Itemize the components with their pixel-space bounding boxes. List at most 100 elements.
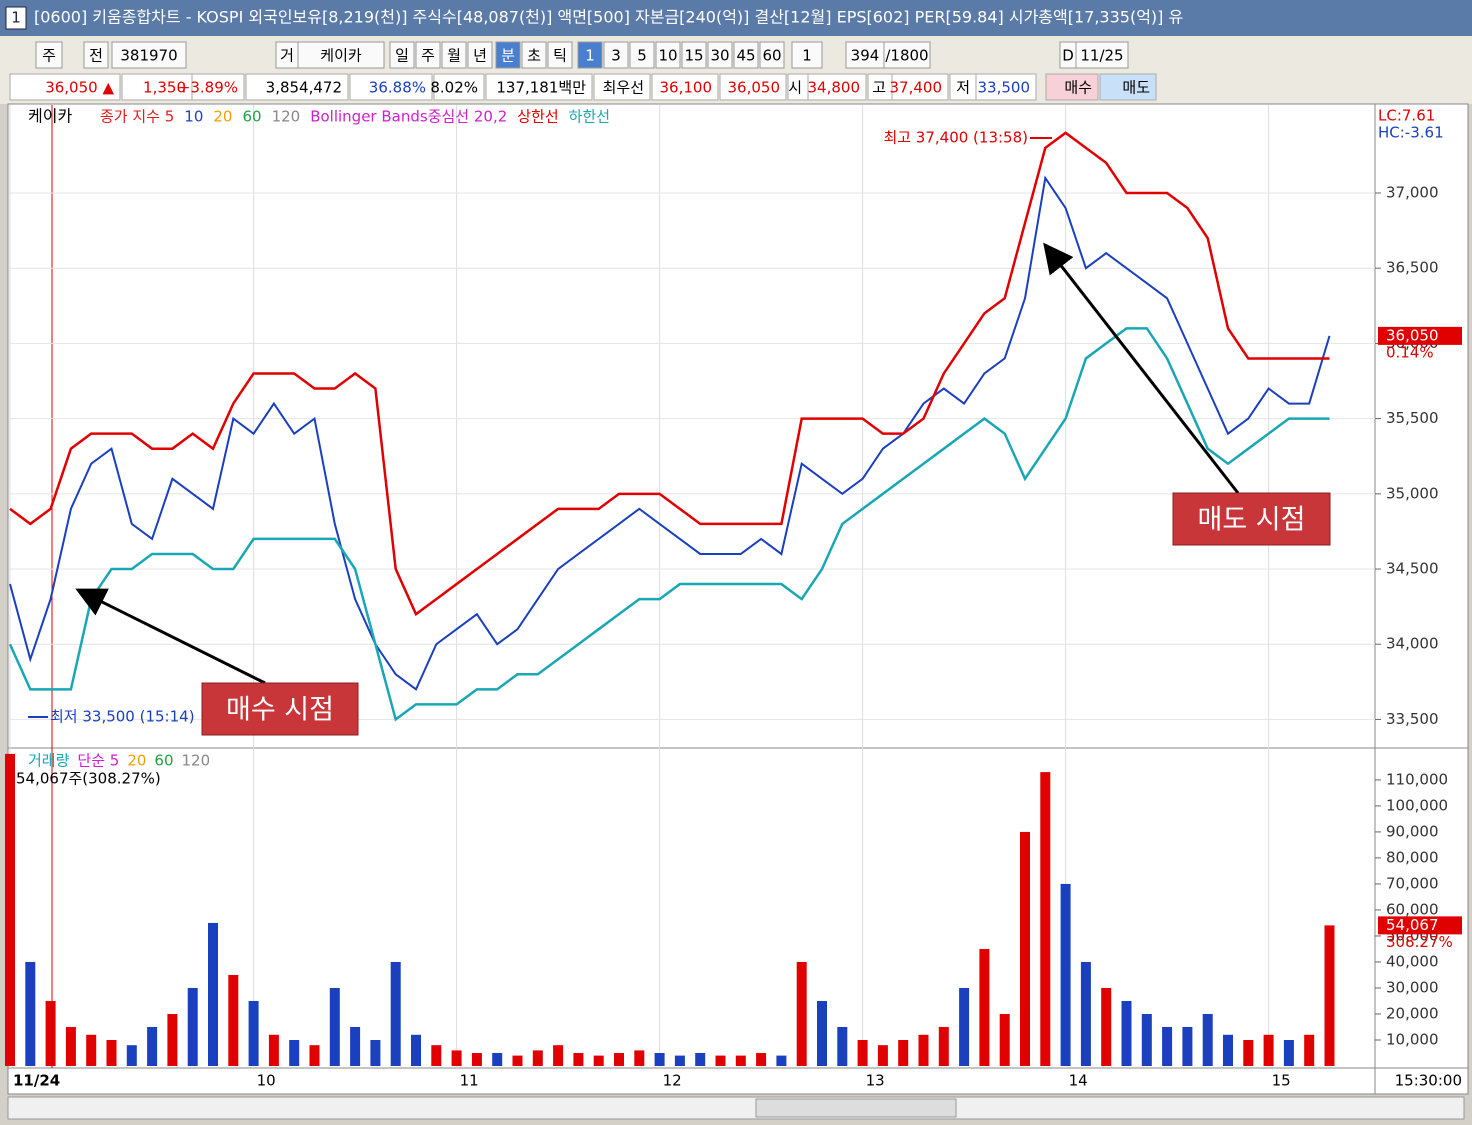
toolbar-button[interactable] xyxy=(547,41,573,69)
volume-bar xyxy=(674,1055,685,1066)
toolbar-button[interactable] xyxy=(707,41,733,69)
volume-bar xyxy=(187,987,198,1066)
legend-item: 20 xyxy=(213,108,232,126)
volume-bar xyxy=(1243,1039,1254,1066)
toolbar-button[interactable] xyxy=(35,41,63,69)
quote-text: 137,181백만 xyxy=(496,79,586,97)
scroll-thumb[interactable] xyxy=(755,1098,957,1118)
volume-bar xyxy=(796,961,807,1066)
toolbar-button[interactable] xyxy=(629,41,655,69)
quote-field xyxy=(191,73,245,101)
toolbar-button[interactable] xyxy=(577,41,603,69)
toolbar-button[interactable] xyxy=(111,41,187,69)
chart-panel xyxy=(7,103,1469,1095)
toolbar-label: 1 xyxy=(802,47,812,65)
toolbar-button[interactable] xyxy=(791,41,823,69)
toolbar-button[interactable] xyxy=(733,41,759,69)
scrollbar[interactable] xyxy=(7,1096,1465,1120)
toolbar-label: 년 xyxy=(473,47,487,65)
toolbar-label: 주 xyxy=(42,47,56,65)
toolbar-button[interactable] xyxy=(467,41,493,69)
price-line xyxy=(9,131,1330,617)
volume-bar xyxy=(1162,1026,1173,1066)
toolbar-label: 1 xyxy=(585,47,595,65)
volume-bar xyxy=(1304,1034,1315,1066)
volume-bar xyxy=(431,1045,442,1066)
toolbar-label: 일 xyxy=(395,47,409,65)
quote-text: 매도 xyxy=(1122,79,1150,97)
quote-text: 33,500 xyxy=(978,79,1031,97)
x-tick-label: 15 xyxy=(1272,1072,1291,1090)
toolbar-button[interactable] xyxy=(389,41,415,69)
volume-bar xyxy=(147,1026,158,1066)
last-price-tag xyxy=(1378,326,1462,345)
y-tick-label: 70,000 xyxy=(1386,874,1439,892)
y-tick-label: 35,000 xyxy=(1386,484,1439,502)
volume-bar xyxy=(167,1013,178,1066)
toolbar-button[interactable] xyxy=(83,41,109,69)
toolbar-button[interactable] xyxy=(603,41,629,69)
toolbar-button[interactable] xyxy=(415,41,441,69)
y-tick-label: 36,500 xyxy=(1386,259,1439,277)
volume-bar xyxy=(898,1039,909,1066)
volume-bar xyxy=(573,1052,584,1066)
volume-bar xyxy=(329,987,340,1066)
toolbar-button[interactable] xyxy=(655,41,681,69)
toolbar-button[interactable] xyxy=(495,41,521,69)
x-tick-label: 11/24 xyxy=(13,1072,60,1090)
quote-field xyxy=(807,73,867,101)
toolbar-label: 15 xyxy=(684,47,703,65)
volume-bar xyxy=(979,948,990,1066)
volume-bar xyxy=(106,1039,117,1066)
legend-item: 상한선 xyxy=(517,108,558,126)
toolbar-button[interactable] xyxy=(521,41,547,69)
quote-text: 매수 xyxy=(1064,79,1092,97)
volume-bar xyxy=(877,1045,888,1066)
price-line xyxy=(9,175,1331,691)
volume-bar xyxy=(411,1034,421,1066)
price-line xyxy=(8,327,1330,722)
volume-bar xyxy=(309,1045,320,1066)
y-tick-label: 100,000 xyxy=(1386,796,1448,814)
toolbar-label: /1800 xyxy=(885,47,928,65)
volume-bar xyxy=(289,1039,300,1066)
volume-bar xyxy=(553,1045,564,1066)
volume-bar xyxy=(695,1052,706,1066)
toolbar-label: 3 xyxy=(611,47,621,65)
volume-bar xyxy=(959,987,970,1066)
volume-bar xyxy=(1060,883,1071,1066)
toolbar-button[interactable] xyxy=(845,41,885,69)
quote-field[interactable] xyxy=(1045,73,1099,101)
volume-bar xyxy=(228,974,239,1066)
last-volume-tag xyxy=(1378,916,1462,935)
legend-item: 종가 지수 5 xyxy=(100,108,174,126)
callout-arrow xyxy=(1043,242,1240,494)
quote-field xyxy=(891,73,949,101)
y-tick-label: 60,000 xyxy=(1386,900,1439,918)
volume-bar xyxy=(654,1052,665,1066)
range-label: HC:-3.61 xyxy=(1378,124,1444,142)
toolbar-label: D xyxy=(1062,47,1074,65)
toolbar-button[interactable] xyxy=(681,41,707,69)
volume-bar xyxy=(1202,1013,1213,1066)
toolbar-button[interactable] xyxy=(1075,41,1129,69)
volume-bar xyxy=(45,1000,56,1066)
quote-field xyxy=(121,73,193,101)
y-tick-label: 33,500 xyxy=(1386,710,1439,728)
quote-text: 최우선 xyxy=(603,79,644,97)
legend-item: 하한선 xyxy=(569,108,610,126)
toolbar-button[interactable] xyxy=(441,41,467,69)
toolbar-button[interactable] xyxy=(759,41,785,69)
volume-bar xyxy=(938,1026,949,1066)
change-label: 0.14% xyxy=(1386,343,1434,361)
quote-text: 37,400 xyxy=(890,79,943,97)
quote-text: 36,050 ▲ xyxy=(45,79,114,97)
toolbar-label: 케이카 xyxy=(320,47,362,65)
toolbar-label: 전 xyxy=(89,47,103,65)
volume-bar xyxy=(735,1055,746,1066)
quote-field xyxy=(975,73,1037,101)
quote-field[interactable] xyxy=(1099,73,1157,101)
toolbar-button[interactable] xyxy=(883,41,931,69)
volume-bar xyxy=(857,1039,868,1066)
toolbar-button[interactable] xyxy=(297,41,385,69)
